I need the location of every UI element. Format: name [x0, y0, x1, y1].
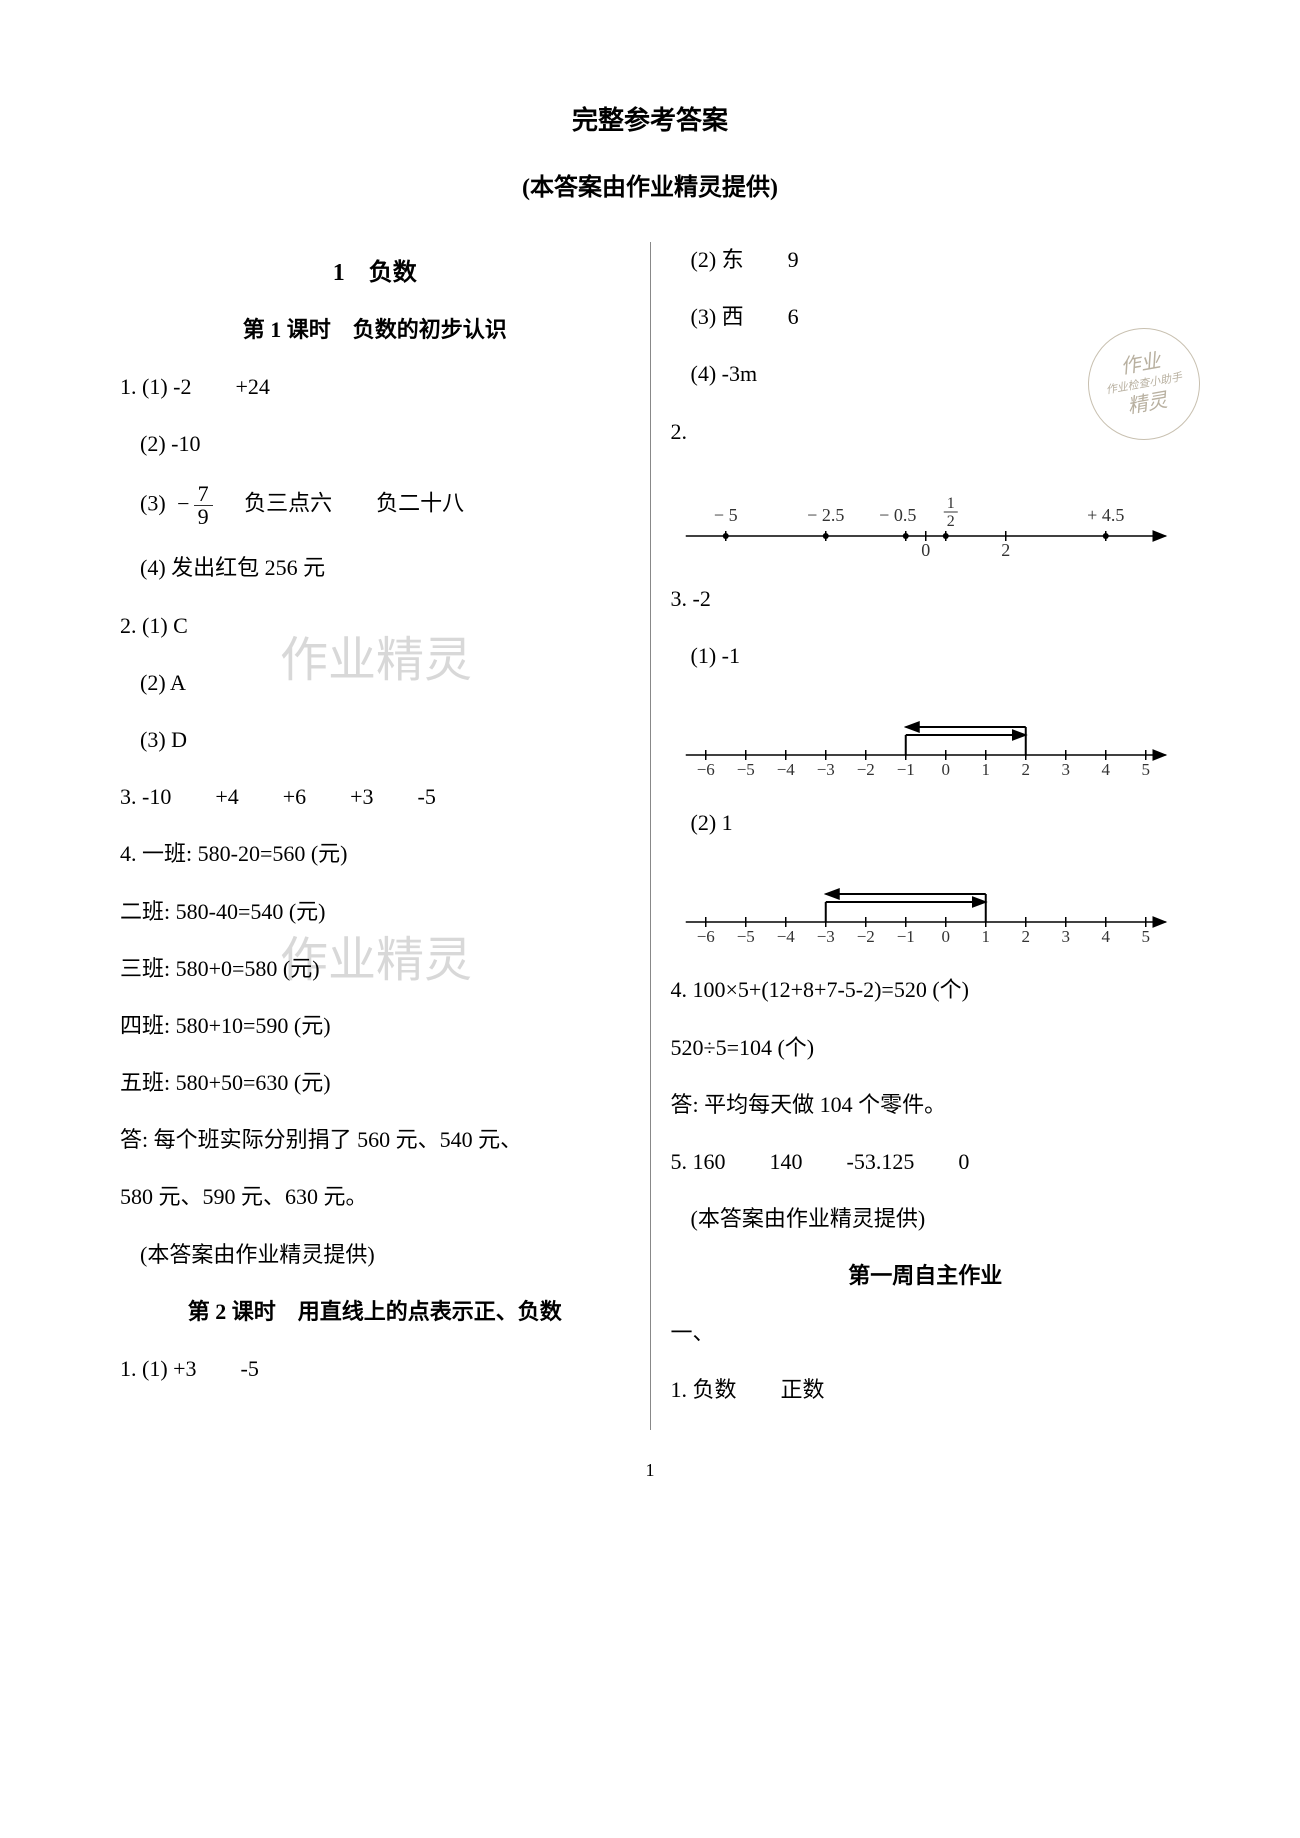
svg-text:− 5: − 5 — [713, 505, 737, 525]
answer-line: (2) A — [120, 665, 630, 700]
answer-line: 答: 平均每天做 104 个零件。 — [671, 1087, 1181, 1122]
svg-text:0: 0 — [941, 927, 950, 946]
svg-text:2: 2 — [1001, 540, 1010, 560]
svg-text:−1: −1 — [896, 760, 914, 779]
svg-text:−4: −4 — [776, 927, 795, 946]
fraction-numerator: 7 — [194, 483, 213, 506]
svg-text:1: 1 — [946, 495, 954, 512]
answer-line: 1. (1) -2 +24 — [120, 369, 630, 404]
answer-line: 三班: 580+0=580 (元) — [120, 951, 630, 986]
section-heading: 1 负数 — [120, 252, 630, 287]
svg-text:4: 4 — [1101, 927, 1110, 946]
answer-line: (2) 东 9 — [671, 242, 1181, 277]
answer-line: (3) − 7 9 负三点六 负二十八 — [120, 483, 630, 528]
svg-text:2: 2 — [1021, 760, 1030, 779]
fraction: 7 9 — [194, 483, 213, 528]
number-line-diagram: − 5 − 2.5 − 0.5 1 2 + 4.5 0 2 — [671, 476, 1181, 566]
page-title: 完整参考答案 — [100, 100, 1200, 137]
svg-text:5: 5 — [1141, 760, 1150, 779]
svg-text:+ 4.5: + 4.5 — [1087, 505, 1124, 525]
answer-line: 4. 100×5+(12+8+7-5-2)=520 (个) — [671, 972, 1181, 1007]
right-column: (2) 东 9 (3) 西 6 (4) -3m 2. — [651, 242, 1201, 1430]
answer-line: 2. (1) C — [120, 608, 630, 643]
answer-line: 580 元、590 元、630 元。 — [120, 1179, 630, 1214]
answer-line: 二班: 580-40=540 (元) — [120, 894, 630, 929]
number-line-diagram: −6 −5 −4 −3 −2 −1 0 1 2 3 4 5 — [671, 705, 1181, 785]
svg-text:− 2.5: − 2.5 — [807, 505, 844, 525]
svg-text:− 0.5: − 0.5 — [879, 505, 916, 525]
svg-text:−6: −6 — [696, 927, 714, 946]
answer-line: 5. 160 140 -53.125 0 — [671, 1144, 1181, 1179]
answer-line: 2. — [671, 414, 1181, 449]
answer-line: 4. 一班: 580-20=560 (元) — [120, 836, 630, 871]
svg-text:−5: −5 — [736, 760, 754, 779]
week-heading: 第一周自主作业 — [671, 1258, 1181, 1290]
svg-text:3: 3 — [1061, 927, 1070, 946]
answer-line: 五班: 580+50=630 (元) — [120, 1065, 630, 1100]
svg-text:−2: −2 — [856, 760, 874, 779]
answer-line: 1. (1) +3 -5 — [120, 1351, 630, 1386]
answer-text: (3) — [140, 491, 166, 516]
answer-line: (2) 1 — [671, 805, 1181, 840]
provider-note: (本答案由作业精灵提供) — [671, 1201, 1181, 1236]
fraction-denominator: 9 — [194, 506, 213, 528]
answer-line: 520÷5=104 (个) — [671, 1030, 1181, 1065]
svg-text:4: 4 — [1101, 760, 1110, 779]
answer-text: 负三点六 负二十八 — [222, 491, 464, 516]
svg-text:2: 2 — [946, 513, 954, 530]
answer-line: 四班: 580+10=590 (元) — [120, 1008, 630, 1043]
svg-text:0: 0 — [941, 760, 950, 779]
answer-line: 3. -2 — [671, 581, 1181, 616]
svg-text:−2: −2 — [856, 927, 874, 946]
svg-text:1: 1 — [981, 927, 990, 946]
answer-line: (3) D — [120, 722, 630, 757]
svg-text:0: 0 — [921, 540, 930, 560]
section-marker: 一、 — [671, 1315, 1181, 1350]
lesson-heading: 第 2 课时 用直线上的点表示正、负数 — [120, 1294, 630, 1326]
svg-text:−3: −3 — [816, 927, 834, 946]
left-column: 1 负数 第 1 课时 负数的初步认识 1. (1) -2 +24 (2) -1… — [100, 242, 651, 1430]
svg-text:−1: −1 — [896, 927, 914, 946]
svg-text:2: 2 — [1021, 927, 1030, 946]
answer-line: 1. 负数 正数 — [671, 1372, 1181, 1407]
answer-line: 3. -10 +4 +6 +3 -5 — [120, 779, 630, 814]
svg-text:3: 3 — [1061, 760, 1070, 779]
provider-note: (本答案由作业精灵提供) — [120, 1237, 630, 1272]
svg-text:−3: −3 — [816, 760, 834, 779]
svg-text:1: 1 — [981, 760, 990, 779]
number-line-diagram: −6 −5 −4 −3 −2 −1 0 1 2 3 4 5 — [671, 872, 1181, 952]
lesson-heading: 第 1 课时 负数的初步认识 — [120, 312, 630, 344]
answer-line: (4) 发出红包 256 元 — [120, 550, 630, 585]
answer-line: (2) -10 — [120, 426, 630, 461]
answer-line: (1) -1 — [671, 638, 1181, 673]
svg-text:−4: −4 — [776, 760, 795, 779]
answer-line: (3) 西 6 — [671, 299, 1181, 334]
page-subtitle: (本答案由作业精灵提供) — [100, 167, 1200, 202]
answer-line: 答: 每个班实际分别捐了 560 元、540 元、 — [120, 1122, 630, 1157]
answer-line: (4) -3m — [671, 356, 1181, 391]
svg-text:−5: −5 — [736, 927, 754, 946]
page-number: 1 — [100, 1460, 1200, 1481]
svg-text:5: 5 — [1141, 927, 1150, 946]
svg-text:−6: −6 — [696, 760, 714, 779]
